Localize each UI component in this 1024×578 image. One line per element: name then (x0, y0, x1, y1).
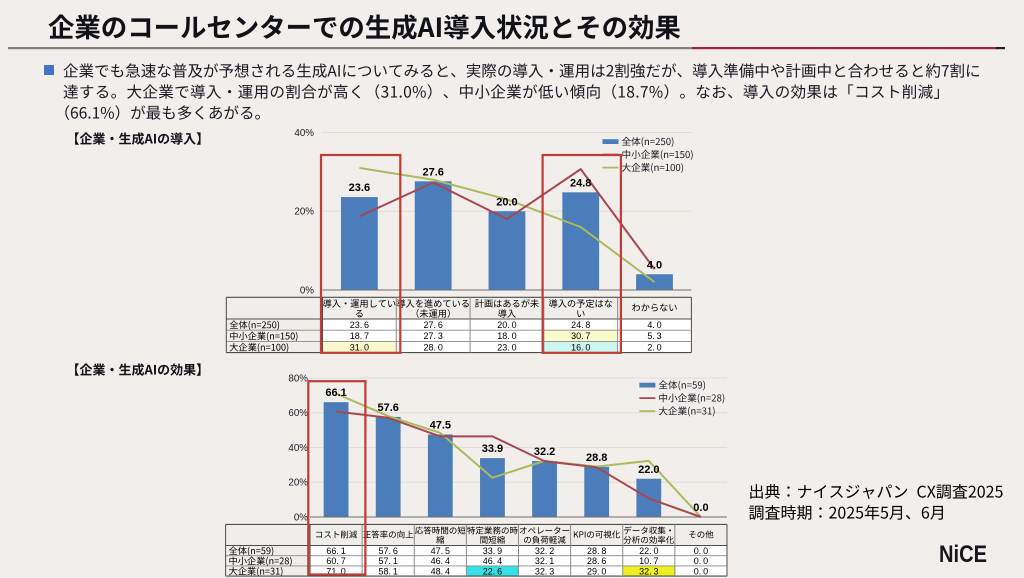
svg-text:20. 0: 20. 0 (497, 320, 516, 330)
svg-text:4. 0: 4. 0 (647, 320, 661, 330)
svg-text:32. 1: 32. 1 (535, 556, 554, 566)
svg-text:40%: 40% (288, 443, 308, 454)
svg-text:18. 7: 18. 7 (350, 331, 369, 341)
svg-text:66. 1: 66. 1 (326, 546, 345, 556)
svg-text:24.8: 24.8 (570, 177, 591, 189)
svg-text:31. 0: 31. 0 (350, 342, 369, 352)
svg-text:23. 0: 23. 0 (497, 342, 516, 352)
svg-text:48. 4: 48. 4 (431, 566, 450, 576)
svg-text:27. 3: 27. 3 (424, 331, 443, 341)
svg-text:46. 4: 46. 4 (431, 556, 450, 566)
svg-text:58. 1: 58. 1 (379, 566, 398, 576)
svg-text:27.6: 27.6 (422, 166, 443, 178)
svg-text:2. 0: 2. 0 (647, 342, 661, 352)
svg-text:80%: 80% (288, 373, 308, 384)
svg-text:32.2: 32.2 (534, 446, 555, 458)
svg-text:47.5: 47.5 (430, 419, 451, 431)
svg-text:22.0: 22.0 (638, 464, 659, 476)
svg-text:30. 7: 30. 7 (571, 331, 590, 341)
svg-text:20%: 20% (294, 207, 314, 218)
svg-text:0%: 0% (294, 512, 308, 523)
svg-text:20%: 20% (288, 478, 308, 489)
svg-text:32. 3: 32. 3 (639, 566, 658, 576)
svg-text:20.0: 20.0 (496, 196, 517, 208)
svg-text:22. 6: 22. 6 (483, 566, 502, 576)
svg-text:27. 6: 27. 6 (424, 320, 443, 330)
svg-text:28. 8: 28. 8 (587, 546, 606, 556)
svg-text:33. 9: 33. 9 (483, 546, 502, 556)
svg-text:28. 6: 28. 6 (587, 556, 606, 566)
svg-text:46. 4: 46. 4 (483, 556, 502, 566)
svg-text:47. 5: 47. 5 (431, 546, 450, 556)
svg-text:0%: 0% (300, 285, 314, 296)
svg-text:0. 0: 0. 0 (694, 546, 708, 556)
svg-text:23.6: 23.6 (349, 182, 370, 194)
svg-text:0. 0: 0. 0 (694, 566, 708, 576)
svg-text:71. 0: 71. 0 (326, 566, 345, 576)
svg-text:60. 7: 60. 7 (326, 556, 345, 566)
svg-text:66.1: 66.1 (325, 387, 346, 399)
svg-text:10. 7: 10. 7 (639, 556, 658, 566)
svg-text:5. 3: 5. 3 (647, 331, 661, 341)
svg-text:24. 8: 24. 8 (571, 320, 590, 330)
svg-text:28. 0: 28. 0 (424, 342, 443, 352)
svg-text:0.0: 0.0 (693, 502, 708, 514)
svg-text:18. 0: 18. 0 (497, 331, 516, 341)
svg-text:57. 1: 57. 1 (379, 556, 398, 566)
svg-text:40%: 40% (294, 128, 314, 139)
svg-text:57.6: 57.6 (377, 402, 398, 414)
svg-text:32. 2: 32. 2 (535, 546, 554, 556)
svg-text:32. 3: 32. 3 (535, 566, 554, 576)
svg-text:4.0: 4.0 (647, 259, 662, 271)
svg-text:22. 0: 22. 0 (639, 546, 658, 556)
svg-text:23. 6: 23. 6 (350, 320, 369, 330)
svg-text:28.8: 28.8 (586, 452, 607, 464)
svg-text:29. 0: 29. 0 (587, 566, 606, 576)
svg-text:57. 6: 57. 6 (379, 546, 398, 556)
svg-text:NiCE: NiCE (939, 541, 987, 568)
svg-text:16. 0: 16. 0 (571, 342, 590, 352)
svg-text:33.9: 33.9 (482, 443, 503, 455)
svg-text:60%: 60% (288, 408, 308, 419)
svg-text:0. 0: 0. 0 (694, 556, 708, 566)
